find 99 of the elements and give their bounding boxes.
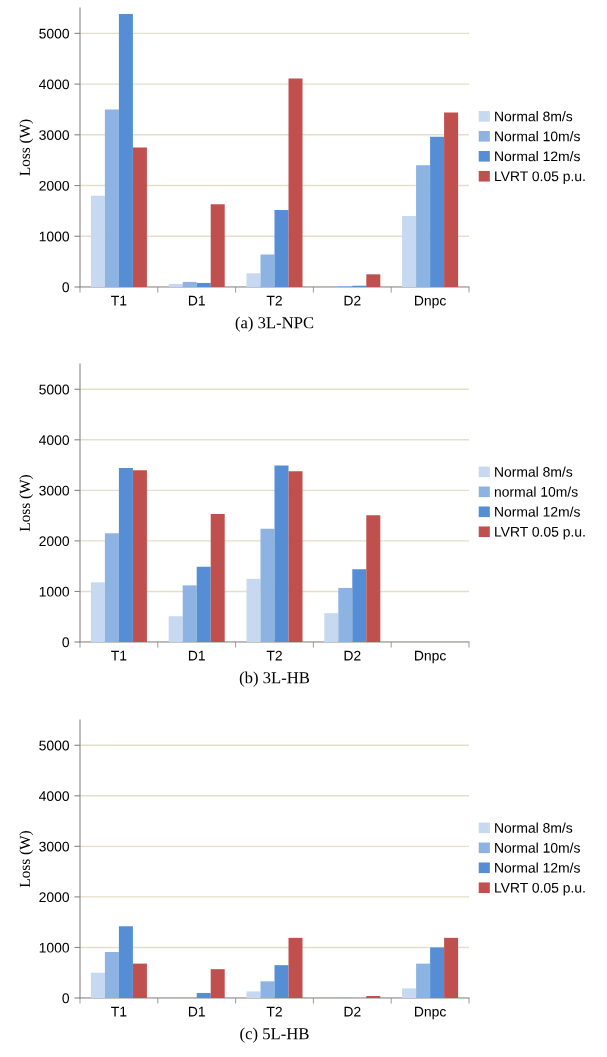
x-tick-label: D1 — [188, 295, 205, 306]
bar — [210, 969, 225, 998]
bar — [352, 569, 367, 642]
bar — [104, 533, 119, 642]
bar — [210, 204, 225, 287]
y-axis-title: Loss (W) — [19, 831, 34, 888]
x-tick-label: T1 — [111, 650, 127, 661]
bar — [246, 578, 261, 642]
legend-label: Normal 12m/s — [495, 151, 580, 162]
bar — [416, 165, 431, 287]
bar — [182, 585, 197, 642]
bar — [366, 274, 381, 287]
bar — [274, 209, 289, 287]
bar — [104, 952, 119, 998]
bar — [132, 963, 147, 998]
x-tick-label: T1 — [111, 295, 127, 306]
legend-label: Normal 8m/s — [495, 111, 573, 122]
y-tick-label: 2000 — [39, 180, 70, 191]
y-tick-label: 1000 — [39, 942, 70, 953]
legend-label: Normal 12m/s — [495, 862, 580, 873]
x-tick-label: D2 — [344, 650, 361, 661]
bar — [118, 468, 133, 642]
y-axis-title: Loss (W) — [19, 475, 34, 532]
bar — [210, 514, 225, 642]
bar — [260, 981, 275, 998]
bar — [132, 470, 147, 642]
bar — [274, 965, 289, 998]
x-tick-label: D1 — [188, 1006, 205, 1017]
bar — [118, 14, 133, 287]
bar — [196, 992, 211, 998]
bar — [288, 78, 303, 287]
bar — [246, 273, 261, 287]
bar — [246, 991, 261, 998]
y-tick-label: 3000 — [39, 841, 70, 852]
x-tick-label: D2 — [344, 295, 361, 306]
y-tick-label: 3000 — [39, 485, 70, 496]
bar — [444, 112, 459, 287]
bar — [168, 283, 183, 287]
bar — [132, 147, 147, 287]
bar — [288, 937, 303, 998]
y-tick-label: 1000 — [39, 586, 70, 597]
x-tick-label: T2 — [266, 1006, 282, 1017]
legend-label: Normal 8m/s — [495, 822, 573, 833]
legend-label: Normal 12m/s — [495, 506, 580, 517]
y-tick-label: 4000 — [39, 435, 70, 445]
x-tick-label: D1 — [188, 650, 205, 661]
bar — [366, 995, 381, 998]
y-axis-title: Loss (W) — [19, 119, 34, 176]
x-tick-label: T2 — [266, 650, 282, 661]
x-tick-label: T2 — [266, 295, 282, 306]
x-tick-label: Dnpc — [415, 650, 446, 664]
bar — [104, 109, 119, 287]
y-tick-label: 2000 — [39, 892, 70, 903]
bar — [338, 587, 353, 642]
y-tick-label: 5000 — [39, 28, 70, 39]
legend-label: Normal 10m/s — [495, 842, 580, 853]
y-tick-label: 5000 — [39, 384, 70, 395]
y-tick-label: 3000 — [39, 130, 70, 140]
y-tick-label: 5000 — [39, 740, 70, 751]
bar — [118, 926, 133, 998]
bar — [260, 254, 275, 287]
y-tick-label: 2000 — [39, 536, 70, 547]
bar — [90, 972, 105, 998]
bar — [430, 136, 445, 287]
x-axis-title: (a) 3L-NPC — [235, 316, 314, 332]
bar — [168, 616, 183, 642]
bar — [402, 215, 417, 287]
y-tick-label: 4000 — [39, 79, 70, 90]
x-tick-label: Dnpc — [415, 295, 446, 309]
y-tick-label: 0 — [62, 637, 70, 648]
legend-label: LVRT 0.05 p.u. — [495, 171, 585, 184]
x-axis-title: (b) 3L-HB — [239, 671, 310, 687]
x-tick-label: T1 — [111, 1006, 127, 1017]
x-tick-label: Dnpc — [415, 1006, 446, 1020]
legend-label: Normal 10m/s — [495, 131, 580, 142]
legend-label: LVRT 0.05 p.u. — [495, 526, 585, 540]
bar — [444, 937, 459, 998]
bar — [274, 465, 289, 642]
bar — [288, 471, 303, 642]
bar — [416, 963, 431, 998]
bar — [430, 947, 445, 998]
bar — [182, 281, 197, 287]
x-tick-label: D2 — [344, 1006, 361, 1017]
legend-label: Normal 8m/s — [495, 466, 573, 477]
legend-label: normal 10m/s — [494, 486, 578, 497]
bar — [196, 566, 211, 642]
bar — [90, 195, 105, 287]
bar — [324, 613, 339, 642]
x-axis-title: (c) 5L-HB — [240, 1027, 309, 1043]
legend-label: LVRT 0.05 p.u. — [495, 882, 585, 896]
bar — [90, 582, 105, 642]
y-tick-label: 0 — [62, 993, 70, 1004]
bar — [366, 515, 381, 642]
y-tick-label: 0 — [62, 282, 70, 293]
bar — [196, 282, 211, 287]
y-tick-label: 4000 — [39, 791, 70, 801]
bar — [402, 988, 417, 998]
bar — [260, 528, 275, 642]
y-tick-label: 1000 — [39, 231, 70, 242]
